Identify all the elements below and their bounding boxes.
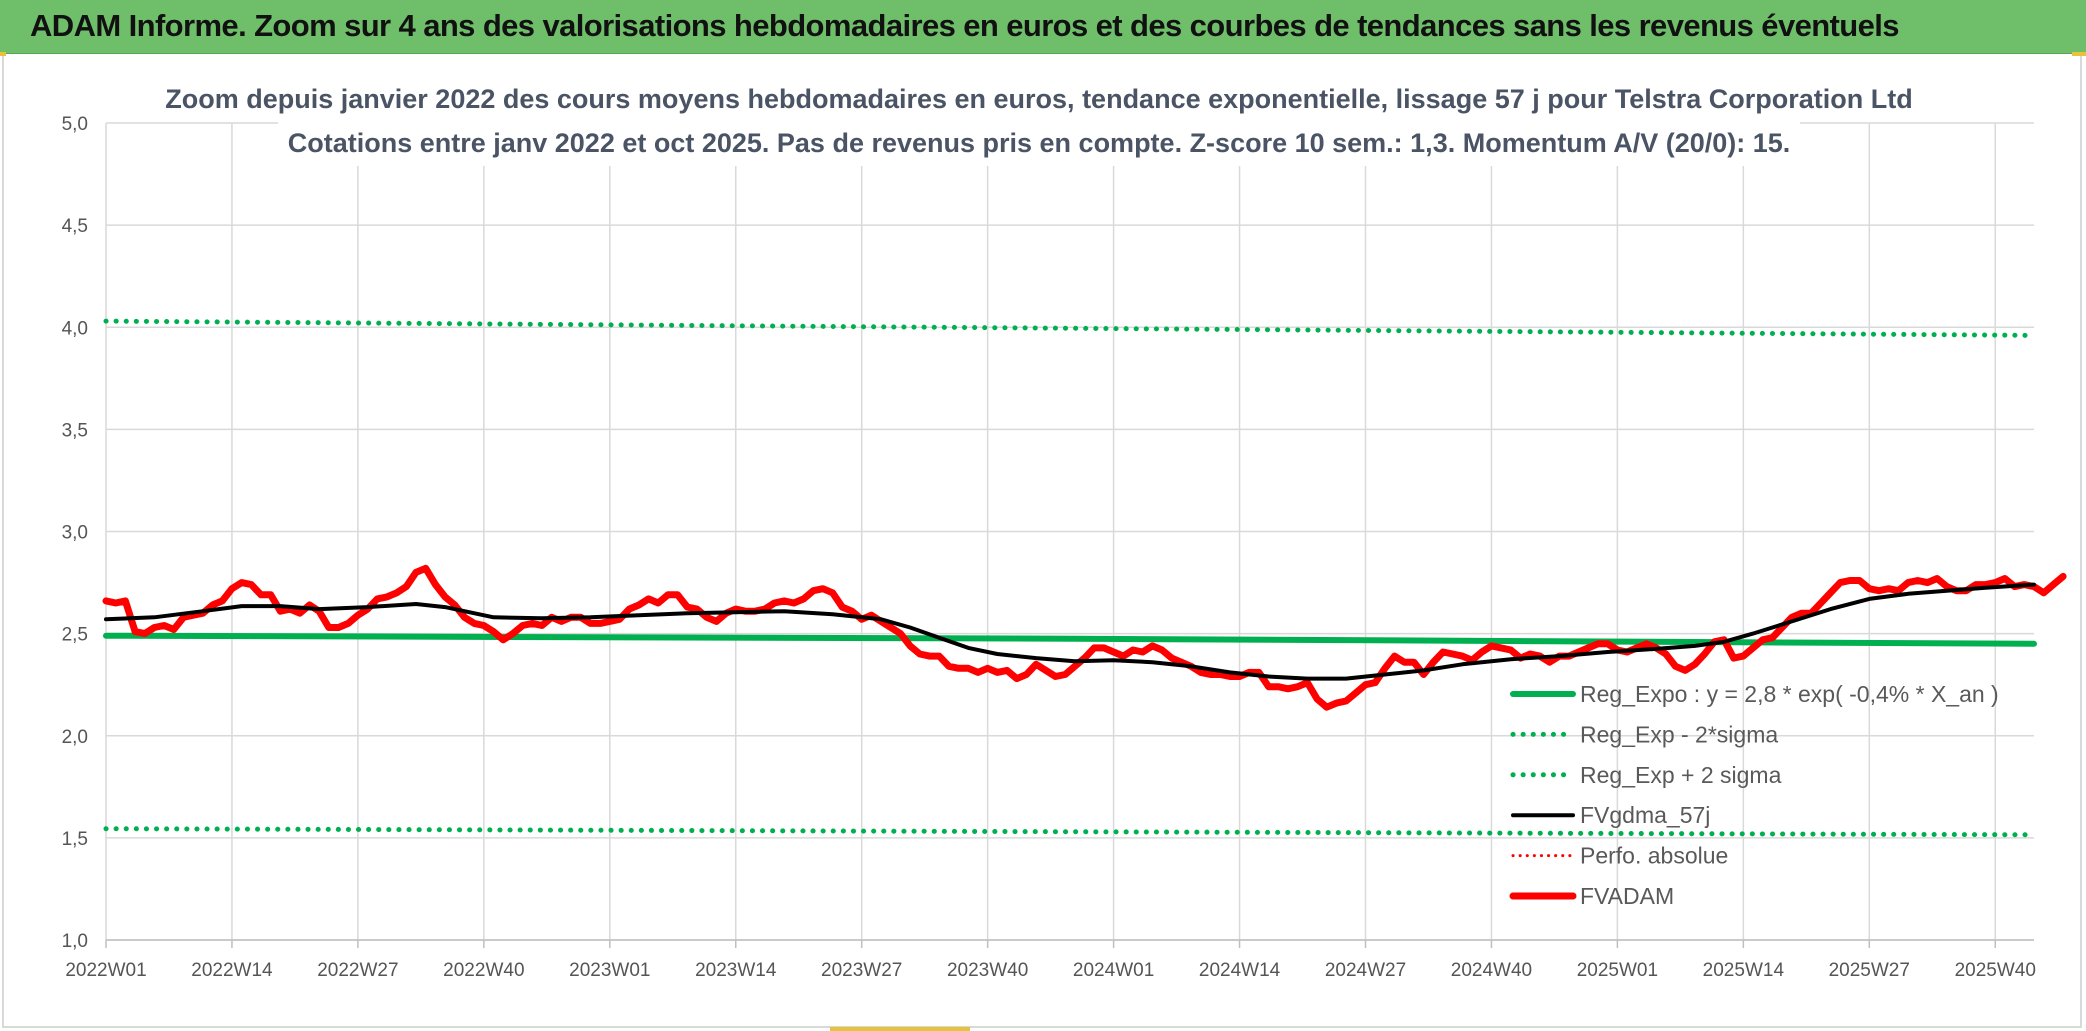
y-tick-label: 3,5 <box>62 420 88 441</box>
x-tick-label: 2022W40 <box>443 960 524 981</box>
x-tick-label: 2024W14 <box>1199 960 1281 981</box>
fvadam-line <box>102 564 2067 711</box>
y-tick-label: 4,5 <box>62 216 88 237</box>
x-tick-label: 2024W40 <box>1451 960 1532 981</box>
legend-label-fvgdma-line: FVgdma_57j <box>1580 802 1710 828</box>
legend-label-upper-band-line: Reg_Exp + 2 sigma <box>1580 762 1782 788</box>
x-tick-label: 2023W14 <box>695 960 777 981</box>
x-tick-label: 2024W27 <box>1325 960 1406 981</box>
legend-label-reg-expo-line: Reg_Expo : y = 2,8 * exp( -0,4% * X_an ) <box>1580 681 1999 707</box>
x-tick-label: 2024W01 <box>1073 960 1154 981</box>
x-tick-label: 2025W14 <box>1703 960 1785 981</box>
x-tick-label: 2022W27 <box>317 960 398 981</box>
x-tick-label: 2022W14 <box>191 960 273 981</box>
chart-frame <box>2 54 2082 1028</box>
x-tick-label: 2023W01 <box>569 960 650 981</box>
chart-title-background <box>278 80 1800 166</box>
x-tick-label: 2025W40 <box>1955 960 2036 981</box>
report-banner: ADAM Informe. Zoom sur 4 ans des valoris… <box>0 0 2086 54</box>
right-corner-mark <box>2072 52 2086 56</box>
left-corner-mark <box>0 52 6 56</box>
y-tick-label: 2,0 <box>62 727 88 748</box>
chart-title-line-2: Cotations entre janv 2022 et oct 2025. P… <box>288 128 1791 158</box>
lower-band-line <box>103 826 2037 838</box>
legend-label-lower-band-line: Reg_Exp - 2*sigma <box>1580 721 1778 747</box>
legend: Reg_Expo : y = 2,8 * exp( -0,4% * X_an )… <box>1509 681 1999 909</box>
x-tick-label: 2023W27 <box>821 960 902 981</box>
upper-band-line <box>103 318 2037 338</box>
x-tick-label: 2023W40 <box>947 960 1028 981</box>
chart-title-line-1: Zoom depuis janvier 2022 des cours moyen… <box>165 84 1913 114</box>
y-tick-label: 3,0 <box>62 523 88 544</box>
x-tick-label: 2025W27 <box>1829 960 1910 981</box>
y-tick-label: 4,0 <box>62 318 88 339</box>
x-axis-ticks: 2022W01 2022W14 2022W27 2022W40 2023W01 2023W… <box>65 960 2036 981</box>
report-title: ADAM Informe. Zoom sur 4 ans des valoris… <box>30 8 1900 43</box>
y-tick-label: 5,0 <box>62 114 88 135</box>
y-tick-label: 2,5 <box>62 625 88 646</box>
y-axis-ticks: 1,0 1,5 2,0 2,5 3,0 3,5 4,0 4,5 5,0 <box>62 114 88 952</box>
y-tick-label: 1,5 <box>62 829 88 850</box>
y-tick-label: 1,0 <box>62 931 88 952</box>
legend-label-perfo-line: Perfo. absolue <box>1580 843 1728 869</box>
x-tick-label: 2025W01 <box>1577 960 1658 981</box>
legend-label-fvadam-line: FVADAM <box>1580 883 1674 909</box>
series <box>102 318 2067 838</box>
bottom-mark <box>830 1027 970 1031</box>
x-tick-label: 2022W01 <box>65 960 146 981</box>
fvgdma-line <box>104 582 2036 681</box>
